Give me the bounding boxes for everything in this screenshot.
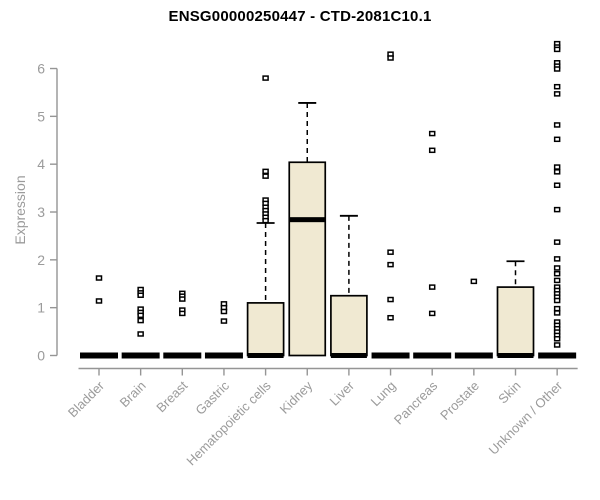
outlier-point	[262, 75, 269, 81]
y-tick-label: 1	[37, 300, 45, 316]
outlier-point	[553, 336, 561, 342]
median-line	[163, 352, 202, 359]
outlier-point	[179, 296, 186, 302]
outlier-point	[553, 164, 561, 170]
median-line	[371, 352, 410, 359]
outlier-point	[387, 314, 394, 321]
y-tick-label: 0	[37, 348, 45, 364]
boxplot-gastric	[204, 301, 243, 359]
boxplot-skin	[496, 260, 535, 358]
outlier-point	[428, 130, 436, 137]
outlier-point	[553, 265, 561, 271]
outlier-point	[553, 83, 561, 90]
box	[288, 161, 327, 357]
median-line	[538, 352, 577, 359]
outlier-point	[553, 239, 561, 245]
y-tick-label: 5	[37, 108, 45, 124]
median-line	[289, 217, 326, 223]
outlier-point	[553, 256, 561, 262]
boxplot-brain	[121, 286, 160, 359]
outlier-point	[387, 249, 394, 255]
outlier-point	[95, 275, 103, 281]
x-category-label-gastric: Gastric	[192, 378, 232, 418]
boxplot-bladder	[80, 275, 118, 359]
outlier-point	[553, 182, 561, 188]
boxplot-breast	[163, 290, 202, 359]
outlier-point	[137, 292, 144, 298]
median-line	[121, 352, 160, 359]
outlier-point	[553, 297, 561, 304]
x-category-label-bladder: Bladder	[65, 378, 108, 421]
outlier-point	[262, 173, 269, 179]
box	[330, 294, 368, 357]
x-category-label-kidney: Kidney	[277, 378, 316, 417]
outlier-point	[553, 310, 561, 316]
outlier-point	[262, 168, 269, 175]
outlier-point	[137, 331, 144, 337]
y-tick-label: 3	[37, 204, 45, 220]
outlier-point	[220, 308, 228, 315]
boxplot-lung	[371, 51, 410, 359]
median-line	[330, 353, 367, 358]
outlier-point	[220, 318, 228, 324]
outlier-point	[553, 270, 561, 277]
x-category-label-lung: Lung	[368, 378, 399, 409]
outlier-point	[428, 147, 436, 154]
outlier-point	[470, 278, 478, 285]
median-line	[497, 353, 534, 358]
x-category-label-skin: Skin	[495, 378, 523, 406]
boxplot-pancreas	[413, 130, 452, 359]
boxplot-liver	[330, 214, 368, 358]
outlier-point	[553, 342, 561, 348]
x-category-label-breast: Breast	[153, 378, 190, 415]
outlier-point	[553, 46, 561, 53]
outlier-point	[428, 310, 436, 317]
outlier-point	[137, 317, 144, 324]
boxplot-unknown-other	[538, 40, 577, 359]
outlier-point	[387, 296, 394, 303]
outlier-point	[553, 136, 561, 143]
outlier-point	[179, 310, 186, 317]
median-line	[80, 352, 118, 359]
x-category-label-brain: Brain	[117, 378, 149, 410]
y-tick-label: 4	[37, 156, 45, 172]
outlier-point	[137, 312, 144, 319]
outlier-point	[553, 66, 561, 72]
x-category-label-unknown-other: Unknown / Other	[486, 378, 566, 458]
boxplot-kidney	[288, 102, 327, 357]
outlier-point	[428, 284, 436, 290]
outlier-point	[553, 169, 561, 175]
outlier-point	[95, 298, 103, 304]
outlier-point	[387, 261, 394, 268]
x-category-label-prostate: Prostate	[437, 378, 482, 423]
box	[496, 286, 535, 357]
outlier-point	[553, 206, 561, 213]
median-line	[454, 352, 493, 359]
y-tick-label: 2	[37, 252, 45, 268]
median-line	[247, 353, 284, 358]
chart-title: ENSG00000250447 - CTD-2081C10.1	[168, 8, 432, 25]
box	[246, 302, 285, 357]
outlier-point	[387, 55, 394, 61]
median-line	[204, 352, 243, 359]
boxplot-hematopoietic-cells	[246, 75, 285, 358]
outlier-point	[553, 91, 561, 97]
outlier-point	[553, 122, 561, 128]
x-category-label-liver: Liver	[326, 378, 357, 409]
outlier-point	[553, 277, 561, 284]
x-category-label-pancreas: Pancreas	[391, 378, 441, 428]
y-tick-label: 6	[37, 61, 45, 77]
median-line	[413, 352, 452, 359]
outlier-point	[262, 217, 269, 224]
outlier-point	[553, 305, 561, 312]
boxplot-prostate	[454, 278, 493, 359]
